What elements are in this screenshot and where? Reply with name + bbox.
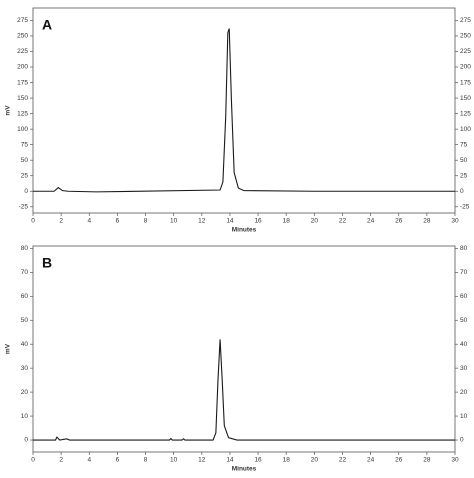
y2-tick-label: 250 (460, 33, 471, 40)
y2-tick-label: 0 (460, 188, 464, 195)
y2-tick-label: 225 (460, 48, 471, 55)
y2-tick-label: 125 (460, 110, 471, 117)
x-tick-label: 28 (423, 218, 431, 225)
x-tick-label: 18 (283, 218, 291, 225)
x-tick-label: 16 (254, 218, 262, 225)
y2-tick-label: 80 (460, 245, 468, 252)
y-tick-label: 0 (24, 188, 28, 195)
y-tick-label: 225 (17, 48, 28, 55)
x-tick-label: 18 (283, 457, 291, 464)
x-tick-label: 12 (198, 457, 206, 464)
x-tick-label: 24 (367, 218, 375, 225)
y-tick-label: 200 (17, 64, 28, 71)
y2-tick-label: -25 (460, 204, 470, 211)
x-tick-label: 0 (31, 457, 35, 464)
x-tick-label: 28 (423, 457, 431, 464)
x-tick-label: 10 (170, 457, 178, 464)
y-tick-label: 0 (24, 437, 28, 444)
y-tick-label: 75 (21, 141, 29, 148)
y2-tick-label: 50 (460, 317, 468, 324)
x-axis-label: Minutes (232, 466, 257, 473)
x-tick-label: 2 (59, 457, 63, 464)
y2-tick-label: 175 (460, 79, 471, 86)
y-tick-label: 70 (21, 269, 29, 276)
x-tick-label: 20 (311, 218, 319, 225)
y-tick-label: 60 (21, 293, 29, 300)
y-tick-label: 50 (21, 157, 29, 164)
y2-tick-label: 100 (460, 126, 471, 133)
y-tick-label: 250 (17, 33, 28, 40)
x-tick-label: 6 (116, 457, 120, 464)
y2-tick-label: 200 (460, 64, 471, 71)
y-tick-label: 20 (21, 389, 29, 396)
x-tick-label: 4 (87, 457, 91, 464)
y-tick-label: 125 (17, 110, 28, 117)
y-tick-label: 275 (17, 17, 28, 24)
x-tick-label: 8 (144, 457, 148, 464)
y2-tick-label: 275 (460, 17, 471, 24)
y2-tick-label: 75 (460, 141, 468, 148)
y2-tick-label: 70 (460, 269, 468, 276)
y-tick-label: 100 (17, 126, 28, 133)
plot-frame (32, 245, 456, 453)
x-tick-label: 16 (254, 457, 262, 464)
y2-tick-label: 20 (460, 389, 468, 396)
x-tick-label: 6 (116, 218, 120, 225)
x-axis-label: Minutes (232, 227, 257, 234)
x-tick-label: 26 (395, 218, 403, 225)
signal-trace (33, 339, 455, 441)
x-tick-label: 20 (311, 457, 319, 464)
y2-tick-label: 0 (460, 437, 464, 444)
x-tick-label: 22 (339, 457, 347, 464)
x-tick-label: 22 (339, 218, 347, 225)
x-tick-label: 30 (451, 457, 459, 464)
x-tick-label: 4 (87, 218, 91, 225)
panel-label: B (42, 255, 52, 271)
y-tick-label: 150 (17, 95, 28, 102)
x-tick-label: 24 (367, 457, 375, 464)
y2-tick-label: 50 (460, 157, 468, 164)
y2-tick-label: 150 (460, 95, 471, 102)
y-tick-label: 25 (21, 172, 29, 179)
x-tick-label: 8 (144, 218, 148, 225)
y-tick-label: 175 (17, 79, 28, 86)
panel-label: A (42, 17, 52, 33)
x-tick-label: 14 (226, 457, 234, 464)
x-tick-label: 12 (198, 218, 206, 225)
y-tick-label: 50 (21, 317, 29, 324)
y2-tick-label: 30 (460, 365, 468, 372)
x-tick-label: 30 (451, 218, 459, 225)
y2-tick-label: 40 (460, 341, 468, 348)
x-tick-label: 26 (395, 457, 403, 464)
y-tick-label: 10 (21, 413, 29, 420)
x-tick-label: 2 (59, 218, 63, 225)
y-axis-label: mV (5, 343, 12, 354)
y2-tick-label: 60 (460, 293, 468, 300)
y-axis-label: mV (5, 105, 12, 116)
y-tick-label: 80 (21, 245, 29, 252)
y-tick-label: 40 (21, 341, 29, 348)
y-tick-label: -25 (19, 204, 29, 211)
x-tick-label: 10 (170, 218, 178, 225)
y2-tick-label: 10 (460, 413, 468, 420)
y2-tick-label: 25 (460, 172, 468, 179)
signal-trace (33, 28, 455, 193)
x-tick-label: 14 (226, 218, 234, 225)
plot-frame (32, 7, 456, 214)
x-tick-label: 0 (31, 218, 35, 225)
y-tick-label: 30 (21, 365, 29, 372)
